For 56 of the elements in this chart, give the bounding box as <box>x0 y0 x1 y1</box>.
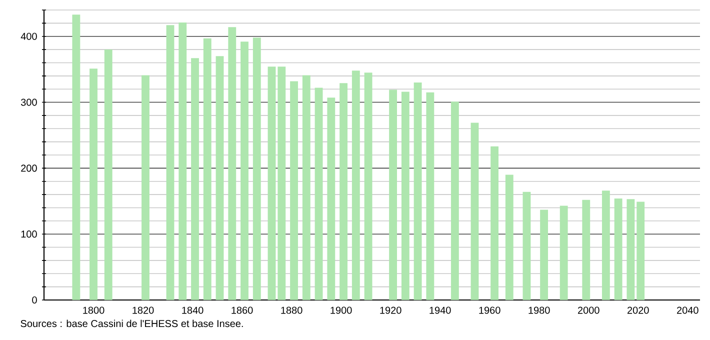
bar <box>352 70 360 300</box>
y-tick-label: 100 <box>21 230 37 238</box>
y-tick-label: 300 <box>20 98 37 106</box>
bar <box>636 202 645 300</box>
x-tick-label: 1800 <box>83 306 104 314</box>
bar <box>340 83 348 300</box>
bar <box>401 92 410 300</box>
x-tick-label: 2000 <box>578 306 600 314</box>
x-tick-label: 1960 <box>479 306 500 314</box>
x-tick-label: 1860 <box>232 306 253 314</box>
x-tick-label: 1900 <box>330 306 352 314</box>
bar <box>278 66 286 300</box>
x-tick-label: 2020 <box>627 306 649 314</box>
bar <box>414 82 422 300</box>
bar <box>626 199 635 300</box>
bar <box>191 58 199 300</box>
bar <box>228 27 236 300</box>
source-note: Sources : base Cassini de l'EHESS et base Insee. <box>20 320 243 328</box>
bar <box>327 98 336 300</box>
bar <box>364 72 372 300</box>
bar <box>178 22 187 300</box>
bar <box>290 81 298 300</box>
bar <box>426 92 434 300</box>
x-tick-label: 1920 <box>380 306 402 314</box>
x-tick-label: 1840 <box>182 306 204 314</box>
x-tick-label: 1820 <box>132 306 154 314</box>
bar <box>560 206 568 300</box>
bar <box>240 42 248 300</box>
bar <box>314 88 323 300</box>
bar <box>582 200 590 300</box>
bar <box>252 38 261 300</box>
bar <box>203 38 212 300</box>
bar <box>505 174 514 300</box>
bar <box>216 56 224 300</box>
bar <box>602 190 610 300</box>
bar <box>142 75 150 300</box>
bar <box>490 146 498 300</box>
x-tick-label: 2040 <box>677 306 698 314</box>
bar <box>90 68 98 300</box>
bar <box>104 50 112 300</box>
x-tick-label: 1880 <box>281 306 302 314</box>
y-tick-label: 200 <box>21 164 37 172</box>
bar <box>540 210 548 300</box>
bar <box>470 122 479 300</box>
bar <box>268 66 276 300</box>
bar <box>72 14 80 300</box>
y-tick-label: 0 <box>32 296 37 304</box>
bar <box>450 102 459 300</box>
bar <box>522 192 531 300</box>
x-tick-label: 1940 <box>430 306 451 314</box>
bar <box>302 75 310 300</box>
bar <box>389 90 398 300</box>
y-tick-label: 400 <box>20 32 37 40</box>
x-tick-label: 1980 <box>528 306 550 314</box>
bar <box>166 25 174 300</box>
bar <box>614 198 622 300</box>
